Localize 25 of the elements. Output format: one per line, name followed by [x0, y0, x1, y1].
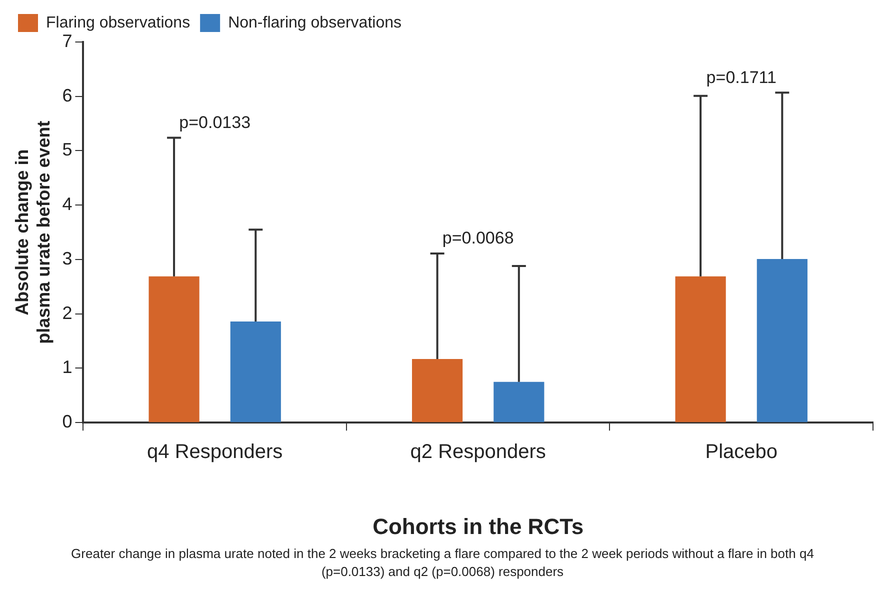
bar	[675, 276, 726, 422]
x-axis-title: Cohorts in the RCTs	[372, 514, 584, 539]
annotation: p=0.1711	[706, 68, 776, 87]
annotation: p=0.0133	[179, 112, 251, 132]
annotation: p=0.0068	[442, 228, 514, 248]
y-tick-label: 2	[62, 302, 72, 323]
text: Greater change in plasma urate noted in the 2 weeks bracketing a flare compared to the 2 week periods without a flare in both q4 (p=0.0133) and q2 (p=0.0068) responders	[70, 545, 815, 581]
y-tick-label: 6	[62, 85, 72, 106]
y-tick-label: 4	[62, 194, 72, 214]
legend-label: Flaring observations	[46, 14, 190, 32]
bar	[756, 258, 808, 422]
y-tick-label: 3	[62, 248, 72, 268]
bar	[148, 276, 200, 422]
bar	[230, 321, 281, 422]
bar	[412, 358, 463, 422]
x-tick-label: q4 Responders	[147, 441, 283, 464]
y-tick-label: 5	[62, 140, 72, 160]
x-tick-label: Placebo	[705, 441, 778, 464]
y-axis-title: Absolute change in plasma urate before event	[12, 120, 54, 344]
bar	[494, 382, 544, 422]
x-tick-label: q2 Responders	[410, 441, 546, 464]
y-tick-label: 0	[62, 412, 72, 432]
y-tick-label: 7	[62, 30, 72, 51]
y-tick-label: 1	[62, 357, 72, 378]
legend-label: Non-flaring observations	[228, 14, 402, 32]
